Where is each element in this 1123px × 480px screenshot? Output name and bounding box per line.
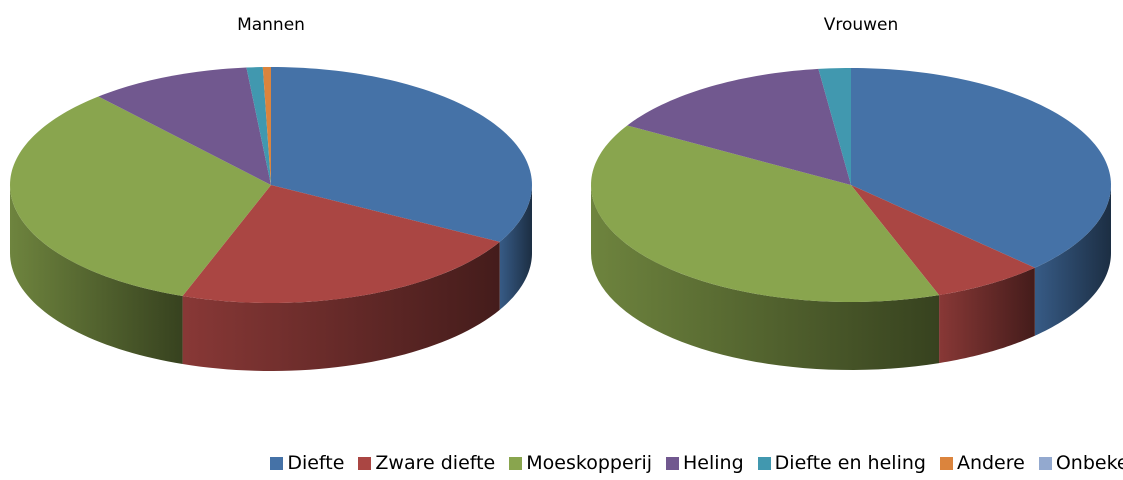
slice	[262, 67, 271, 185]
legend-label: Diefte en heling	[774, 452, 926, 474]
chart: Mannen Vrouwen	[10, 15, 1111, 371]
legend-swatch	[270, 456, 284, 470]
slice	[851, 68, 1111, 268]
slice-side	[182, 241, 500, 371]
slice-side	[1034, 185, 1111, 336]
legend-label: Heling	[683, 452, 744, 474]
legend-item: Zware diefte	[358, 452, 495, 474]
legend-label: Zware diefte	[375, 452, 496, 474]
legend-swatch	[939, 456, 953, 470]
legend-swatch	[1038, 456, 1052, 470]
slice	[10, 96, 271, 297]
legend-swatch	[666, 456, 680, 470]
legend-item: Heling	[666, 452, 744, 474]
legend-label: Diefte	[287, 452, 345, 474]
legend-label: Andere	[956, 452, 1025, 474]
slice	[246, 67, 271, 185]
legend-item: Diefte	[270, 452, 344, 474]
legend-swatch	[509, 456, 523, 470]
chart-title: Vrouwen	[824, 15, 899, 35]
slice	[627, 68, 851, 185]
slice	[98, 67, 271, 185]
legend-item: Diefte en heling	[757, 452, 926, 474]
slice	[182, 185, 500, 303]
legend-label: Moeskopperij	[526, 452, 653, 474]
slice-side	[10, 185, 183, 365]
legend-item: Moeskopperij	[509, 452, 652, 474]
slice-side	[499, 185, 532, 310]
legend-swatch	[757, 456, 771, 470]
legend-item: Andere	[939, 452, 1025, 474]
slice	[818, 68, 851, 185]
slice-side	[939, 267, 1035, 364]
legend-item: Onbekend	[1038, 452, 1123, 474]
chart-title: Mannen	[237, 15, 305, 35]
slice	[851, 185, 1035, 296]
legend: Diefte Zware diefte Moeskopperij Heling Dief…	[0, 452, 1123, 474]
slice-side	[591, 185, 940, 370]
legend-swatch	[358, 456, 372, 470]
slice	[591, 125, 940, 302]
legend-label: Onbekend	[1055, 452, 1123, 474]
slice	[271, 67, 532, 242]
